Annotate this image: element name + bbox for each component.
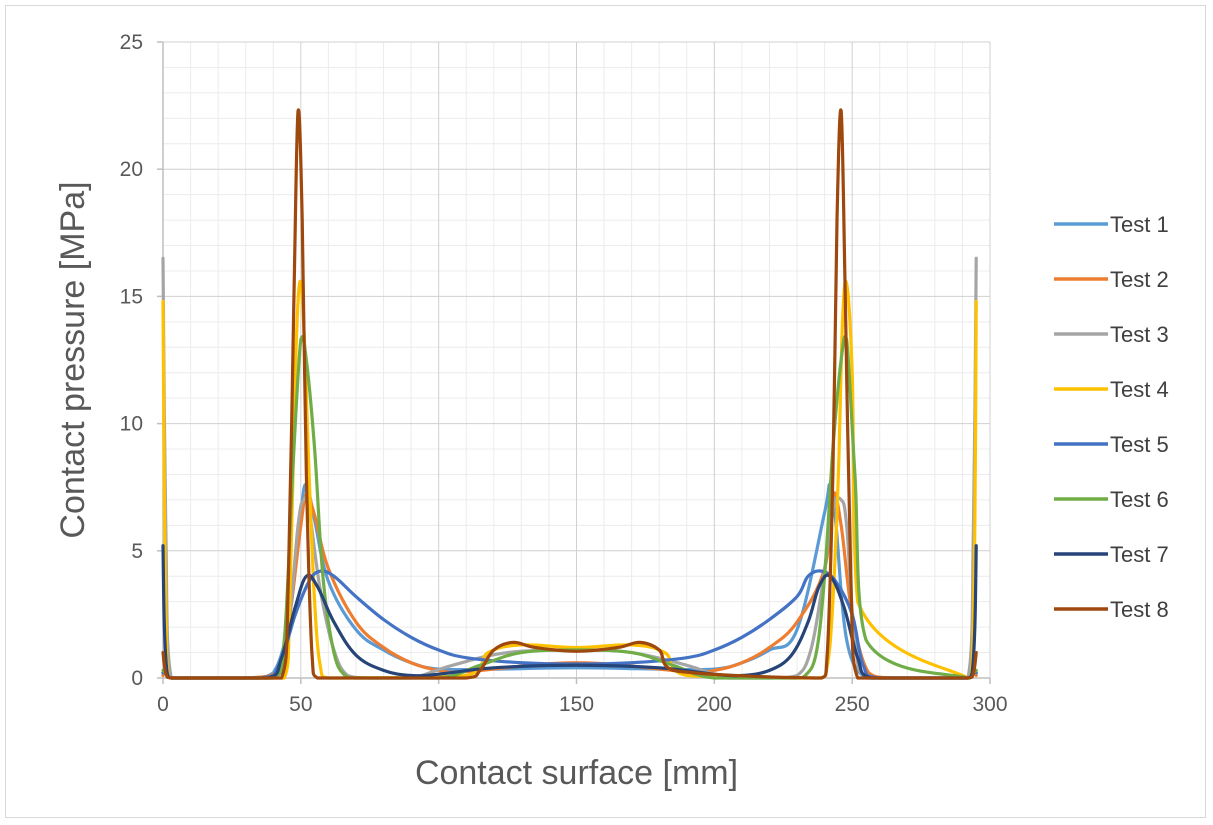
legend-label-test-6: Test 6 bbox=[1110, 487, 1169, 512]
series-line-test-7 bbox=[161, 544, 978, 680]
chart-frame: 0 50 100 150 200 250 300 0 5 10 15 20 25 Contact sur… bbox=[5, 5, 1206, 818]
series-line-test-4 bbox=[161, 279, 978, 680]
legend: Test 1 Test 2 Test 3 Test 4 Test 5 Test 6 Test… bbox=[1054, 212, 1169, 622]
x-tick-label: 150 bbox=[559, 693, 594, 716]
x-tick-label: 50 bbox=[289, 693, 312, 716]
axes bbox=[157, 41, 991, 684]
y-tick-label: 0 bbox=[131, 667, 143, 690]
series-lines bbox=[161, 108, 978, 680]
x-tick-label: 300 bbox=[972, 693, 1007, 716]
legend-label-test-7: Test 7 bbox=[1110, 542, 1169, 567]
x-tick-label: 250 bbox=[835, 693, 870, 716]
y-tick-label: 15 bbox=[120, 285, 143, 308]
y-tick-label: 20 bbox=[120, 158, 143, 181]
x-axis-title: Contact surface [mm] bbox=[415, 754, 738, 792]
legend-label-test-2: Test 2 bbox=[1110, 267, 1169, 292]
legend-label-test-8: Test 8 bbox=[1110, 597, 1169, 622]
y-tick-label: 5 bbox=[131, 540, 143, 563]
line-chart: 0 50 100 150 200 250 300 0 5 10 15 20 25 Contact sur… bbox=[54, 31, 1169, 792]
x-tick-label: 100 bbox=[421, 693, 456, 716]
series-line-test-8 bbox=[161, 108, 978, 680]
legend-label-test-3: Test 3 bbox=[1110, 322, 1169, 347]
y-axis-title: Contact pressure [MPa] bbox=[54, 181, 92, 538]
x-tick-label: 0 bbox=[157, 693, 169, 716]
legend-label-test-1: Test 1 bbox=[1110, 212, 1169, 237]
tick-labels: 0 50 100 150 200 250 300 0 5 10 15 20 25 bbox=[120, 31, 1008, 716]
legend-label-test-4: Test 4 bbox=[1110, 377, 1169, 402]
x-tick-label: 200 bbox=[697, 693, 732, 716]
y-tick-label: 25 bbox=[120, 31, 143, 54]
legend-label-test-5: Test 5 bbox=[1110, 432, 1169, 457]
y-tick-label: 10 bbox=[120, 413, 143, 436]
